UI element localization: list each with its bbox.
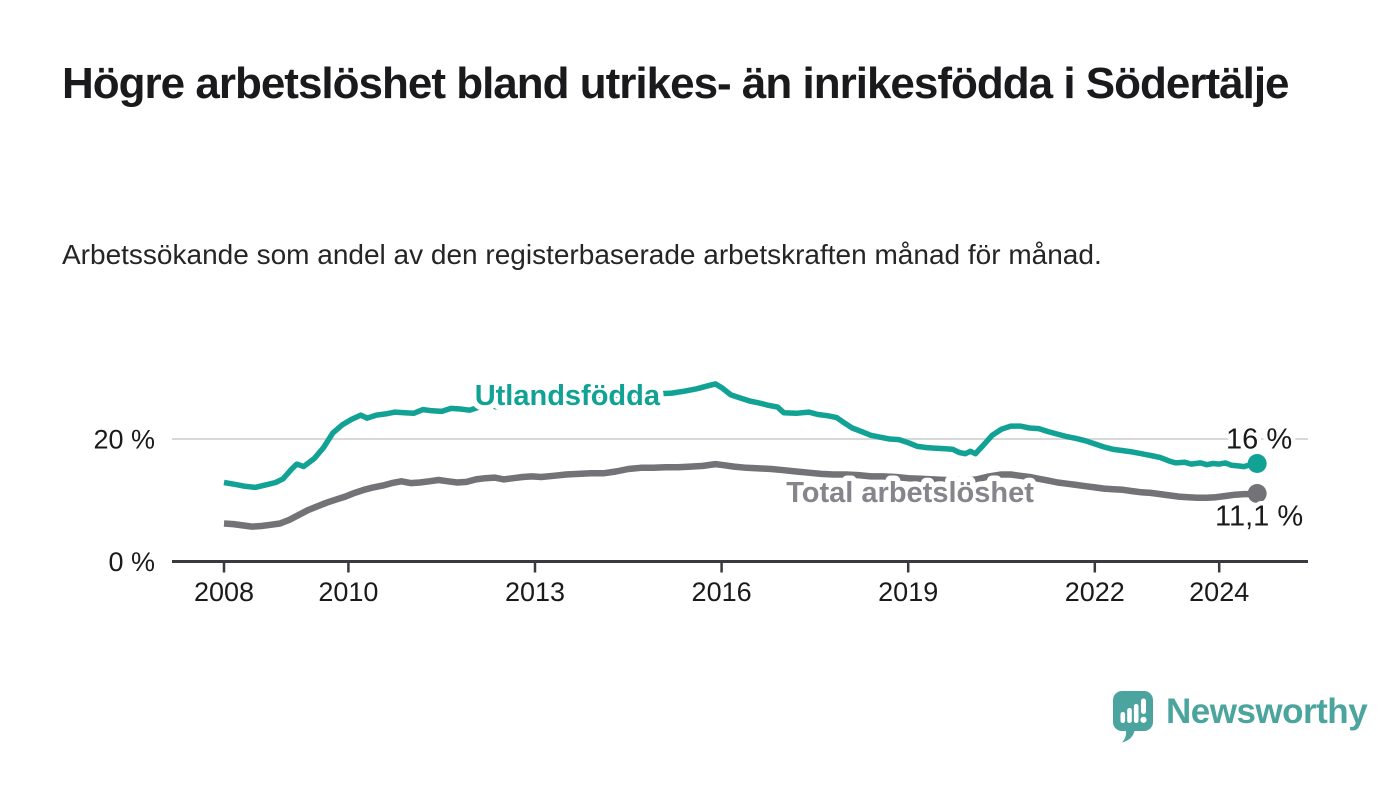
utlandsfodda-label: Utlandsfödda [475, 380, 661, 412]
x-tick-label: 2022 [1065, 577, 1125, 607]
x-tick-label: 2016 [692, 577, 752, 607]
x-tick-label: 2019 [878, 577, 938, 607]
x-tick-label: 2024 [1189, 577, 1249, 607]
utlandsfodda-line [223, 381, 1258, 491]
y-tick-label: 0 % [108, 547, 155, 577]
utlandsfodda-end-dot [1247, 454, 1267, 473]
page-title: Högre arbetslöshet bland utrikes- än inr… [62, 59, 1290, 108]
x-tick-label: 2013 [505, 577, 565, 607]
total-arbetsloshet-line [223, 460, 1258, 530]
newsworthy-logo: Newsworthy [1113, 691, 1368, 743]
x-tick-label: 2008 [194, 577, 254, 607]
utlandsfodda-end-value: 16 % [1226, 424, 1292, 456]
total-arbetsloshet-label: Total arbetslöshet [786, 477, 1034, 509]
total-arbetsloshet-end-dot [1247, 484, 1267, 504]
speech-bubble-shape [1113, 691, 1153, 743]
x-tick-label: 2010 [318, 577, 378, 607]
bar-1 [1120, 712, 1126, 723]
exclamation-bar [1141, 698, 1146, 714]
chart-subtitle: Arbetssökande som andel av den registerb… [62, 239, 1102, 270]
total-arbetsloshet-end-value: 11,1 % [1215, 501, 1303, 533]
bar-3 [1133, 704, 1139, 723]
exclamation-dot [1140, 716, 1147, 723]
bar-2 [1127, 708, 1132, 723]
newsworthy-wordmark: Newsworthy [1166, 692, 1368, 731]
y-tick-label: 20 % [93, 425, 155, 455]
newsworthy-logo-icon [1113, 691, 1153, 743]
